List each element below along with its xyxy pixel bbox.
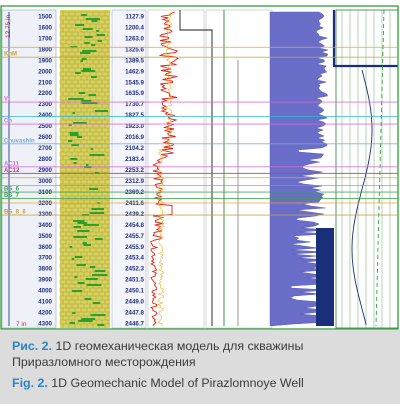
depth-labels: 1500 1600 1700 1800 1900 2000 2100 2200 2300 2400…	[38, 13, 52, 327]
caption-ru-label: Рис. 2.	[12, 339, 52, 353]
md-value: 1923.0	[125, 123, 144, 130]
md-value: 2439.2	[125, 211, 144, 218]
md-value: 1462.9	[125, 68, 144, 75]
md-value: 2451.5	[125, 277, 144, 284]
formation-label: Ch	[4, 119, 12, 125]
depth-label: 3300	[38, 211, 52, 218]
md-value: 1325.6	[125, 46, 144, 53]
md-value: 1263.0	[125, 35, 144, 42]
formation-label: AC12	[4, 168, 20, 174]
depth-label: 2500	[38, 123, 52, 130]
formation-label: Vt	[4, 97, 10, 103]
md-value: 1545.9	[125, 79, 144, 86]
lithology-column	[60, 10, 110, 328]
formation-label: KhM	[4, 52, 17, 58]
density-track	[147, 9, 205, 329]
md-value: 1827.5	[125, 112, 144, 119]
sonic-curve	[157, 11, 173, 326]
md-value: 2454.8	[125, 222, 144, 229]
depth-label: 1600	[38, 24, 52, 31]
depth-label: 4000	[38, 288, 52, 295]
stress-block	[316, 228, 334, 326]
well-log-panel: 1500 1600 1700 1800 1900 2000 2100 2200 2300 2400…	[0, 5, 399, 330]
depth-label: 2100	[38, 79, 52, 86]
md-value: 1389.5	[125, 57, 144, 64]
depth-label: 1900	[38, 57, 52, 64]
depth-label: 1500	[38, 13, 52, 20]
figure-caption: Рис. 2. 1D геомеханическая модель для ск…	[0, 330, 400, 404]
depth-label: 2000	[38, 68, 52, 75]
md-value: 2450.1	[125, 288, 144, 295]
md-track	[111, 9, 147, 329]
caption-russian: Рис. 2. 1D геомеханическая модель для ск…	[12, 338, 390, 370]
caption-en-text: 1D Geomechanic Model of Pirazlomnoye Wel…	[47, 376, 304, 390]
bottom-casing-label: 7 in	[16, 321, 27, 328]
depth-label: 4100	[38, 299, 52, 306]
depth-label: 4300	[38, 321, 52, 328]
depth-label: 2300	[38, 101, 52, 108]
md-value: 2452.3	[125, 266, 144, 273]
depth-label: 3000	[38, 178, 52, 185]
formation-label: Chuvashin	[4, 138, 35, 144]
depth-label: 2700	[38, 145, 52, 152]
md-labels: 1127.9 1200.4 1263.0 1325.6 1389.5 1462.9 1545…	[125, 13, 144, 327]
md-value: 1635.9	[125, 90, 144, 97]
formation-label: BS_7	[4, 193, 20, 199]
depth-label: 1800	[38, 46, 52, 53]
pressure-track	[205, 9, 273, 329]
depth-label: 2900	[38, 167, 52, 174]
formation-label: AC11	[4, 161, 20, 167]
casing-size-label: 12.75 in	[5, 14, 12, 38]
depth-label: 2600	[38, 134, 52, 141]
outer-frame	[0, 5, 399, 330]
depth-label: 3500	[38, 233, 52, 240]
formation-label: BS_6	[4, 187, 20, 193]
caption-en-label: Fig. 2.	[12, 376, 48, 390]
md-value: 2455.9	[125, 244, 144, 251]
caption-english: Fig. 2. 1D Geomechanic Model of Pirazlom…	[12, 375, 390, 391]
depth-label: 3700	[38, 255, 52, 262]
caption-ru-text: 1D геомеханическая модель для скважины П…	[12, 339, 304, 369]
dashed-trend-line	[375, 9, 385, 327]
depth-label: 2400	[38, 112, 52, 119]
md-value: 2104.2	[125, 145, 144, 152]
depth-label: 3900	[38, 277, 52, 284]
depth-label: 4200	[38, 310, 52, 317]
md-value: 1200.4	[125, 24, 144, 31]
overburden-step	[332, 10, 398, 68]
geomechanic-model-figure: 1500 1600 1700 1800 1900 2000 2100 2200 2300 2400…	[0, 5, 399, 330]
md-value: 2016.9	[125, 134, 144, 141]
formation-label: BS_8_6	[4, 210, 26, 216]
depth-label: 3200	[38, 200, 52, 207]
stress-curve	[351, 69, 373, 326]
md-value: 2253.2	[125, 167, 144, 174]
depth-label: 1700	[38, 35, 52, 42]
md-value: 1127.9	[125, 13, 144, 20]
depth-label: 3600	[38, 244, 52, 251]
depth-label: 3400	[38, 222, 52, 229]
depth-label: 3800	[38, 266, 52, 273]
md-value: 2453.4	[125, 255, 144, 262]
depth-track	[1, 9, 57, 329]
depth-label: 2200	[38, 90, 52, 97]
md-value: 1730.7	[125, 101, 144, 108]
depth-label: 2800	[38, 156, 52, 163]
md-value: 2411.6	[125, 200, 144, 207]
md-value: 2183.4	[125, 156, 144, 163]
md-value: 2447.8	[125, 310, 144, 317]
md-value: 2449.0	[125, 299, 144, 306]
md-value: 2446.7	[125, 321, 144, 328]
md-value: 2455.7	[125, 233, 144, 240]
md-value: 2312.9	[125, 178, 144, 185]
density-curve	[150, 11, 179, 326]
